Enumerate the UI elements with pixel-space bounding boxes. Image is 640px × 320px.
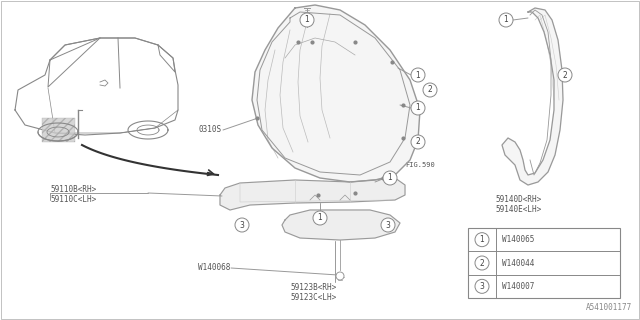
Text: A541001177: A541001177 xyxy=(586,303,632,312)
Text: 2: 2 xyxy=(415,138,420,147)
Text: 59140E<LH>: 59140E<LH> xyxy=(495,205,541,214)
Text: 2: 2 xyxy=(479,259,484,268)
Polygon shape xyxy=(282,210,400,240)
Circle shape xyxy=(313,211,327,225)
Circle shape xyxy=(475,279,489,293)
Text: 0310S: 0310S xyxy=(199,125,222,134)
Text: 3: 3 xyxy=(385,220,390,229)
Circle shape xyxy=(383,171,397,185)
Text: W140044: W140044 xyxy=(502,259,534,268)
Text: 3: 3 xyxy=(239,220,244,229)
Text: 2: 2 xyxy=(563,70,568,79)
Text: 1: 1 xyxy=(479,235,484,244)
FancyBboxPatch shape xyxy=(468,228,620,298)
Text: 2: 2 xyxy=(428,85,433,94)
Text: W140068: W140068 xyxy=(198,263,230,273)
Circle shape xyxy=(411,101,425,115)
Polygon shape xyxy=(502,8,563,185)
Text: 1: 1 xyxy=(305,15,309,25)
Text: 1: 1 xyxy=(504,15,508,25)
Circle shape xyxy=(499,13,513,27)
Polygon shape xyxy=(220,178,405,210)
Circle shape xyxy=(558,68,572,82)
Text: 1: 1 xyxy=(388,173,392,182)
Polygon shape xyxy=(42,118,75,142)
Circle shape xyxy=(336,272,344,280)
Text: 59123B<RH>: 59123B<RH> xyxy=(290,284,336,292)
Text: 1: 1 xyxy=(415,70,420,79)
Text: 59110C<LH>: 59110C<LH> xyxy=(50,196,96,204)
Text: 59123C<LH>: 59123C<LH> xyxy=(290,293,336,302)
Text: 59110B<RH>: 59110B<RH> xyxy=(50,186,96,195)
Text: W140007: W140007 xyxy=(502,282,534,291)
Circle shape xyxy=(475,256,489,270)
Circle shape xyxy=(475,233,489,247)
Text: 1: 1 xyxy=(317,213,323,222)
Circle shape xyxy=(411,68,425,82)
Text: FIG.590: FIG.590 xyxy=(405,162,435,168)
Text: 3: 3 xyxy=(479,282,484,291)
Circle shape xyxy=(411,135,425,149)
Polygon shape xyxy=(252,5,420,182)
Circle shape xyxy=(300,13,314,27)
Text: 1: 1 xyxy=(415,103,420,113)
Text: W140065: W140065 xyxy=(502,235,534,244)
Circle shape xyxy=(423,83,437,97)
Text: 59140D<RH>: 59140D<RH> xyxy=(495,196,541,204)
Circle shape xyxy=(381,218,395,232)
Circle shape xyxy=(235,218,249,232)
